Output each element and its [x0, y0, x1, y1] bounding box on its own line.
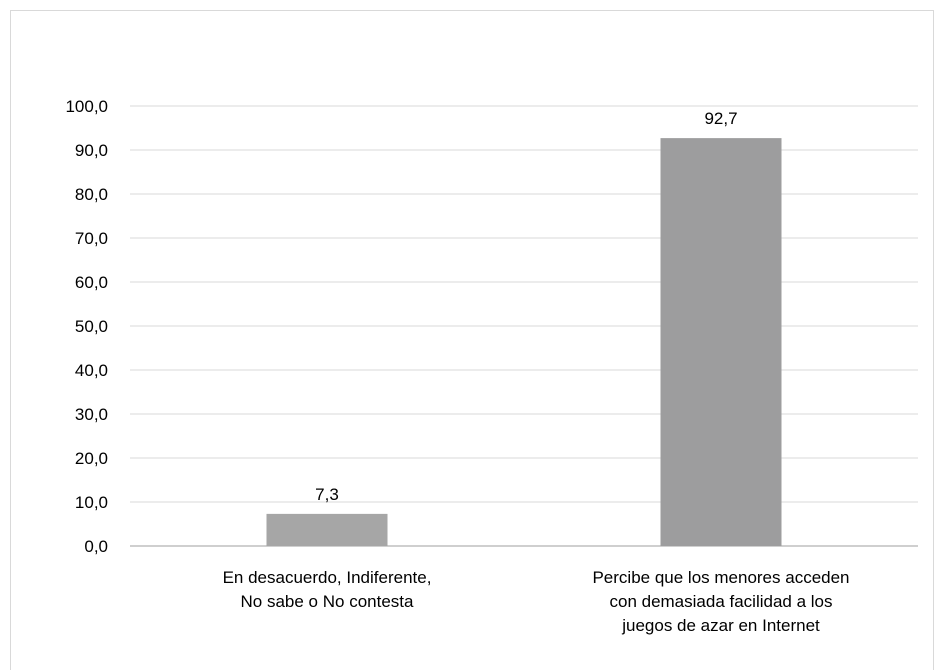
y-tick-label-7: 70,0	[75, 229, 108, 248]
bar-1	[660, 138, 782, 546]
y-tick-label-3: 30,0	[75, 405, 108, 424]
y-tick-label-1: 10,0	[75, 493, 108, 512]
category-label-1: Percibe que los menores acceden con demas…	[592, 568, 849, 635]
data-label-1: 92,7	[704, 109, 737, 128]
y-tick-label-0: 0,0	[84, 537, 108, 556]
y-tick-label-5: 50,0	[75, 317, 108, 336]
y-tick-label-4: 40,0	[75, 361, 108, 380]
y-tick-label-9: 90,0	[75, 141, 108, 160]
chart-frame	[10, 10, 934, 670]
data-label-0: 7,3	[315, 485, 339, 504]
category-label-line: juegos de azar en Internet	[621, 616, 820, 635]
category-label-line: No sabe o No contesta	[241, 592, 414, 611]
category-label-line: Percibe que los menores acceden	[592, 568, 849, 587]
y-tick-label-2: 20,0	[75, 449, 108, 468]
y-tick-label-6: 60,0	[75, 273, 108, 292]
category-label-line: con demasiada facilidad a los	[609, 592, 832, 611]
bar-0	[266, 513, 388, 546]
category-label-0: En desacuerdo, Indiferente, No sabe o No …	[223, 568, 432, 611]
y-tick-label-8: 80,0	[75, 185, 108, 204]
y-tick-label-10: 100,0	[65, 97, 108, 116]
category-label-line: En desacuerdo, Indiferente,	[223, 568, 432, 587]
